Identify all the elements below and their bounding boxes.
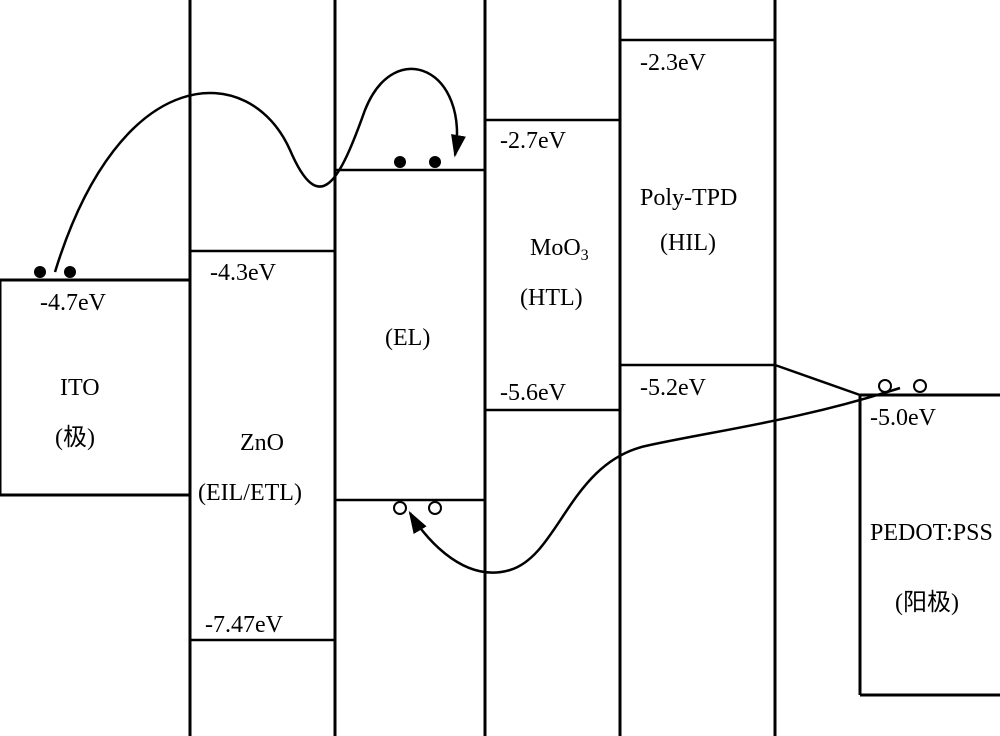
moo3-name: MoO3: [530, 235, 589, 264]
electron-dot: [394, 156, 406, 168]
polytpd-layer: -2.3eV Poly-TPD (HIL) -5.2eV: [620, 40, 775, 401]
electron-dot: [34, 266, 46, 278]
zno-homo-label: -7.47eV: [205, 612, 284, 638]
hole-dot: [879, 380, 891, 392]
ito-role: (极): [55, 424, 95, 451]
el-name: (EL): [385, 325, 430, 351]
anode-energy: -5.0eV: [870, 405, 937, 431]
polytpd-homo-label: -5.2eV: [640, 375, 707, 401]
energy-band-diagram: -4.7eV ITO (极) -4.3eV ZnO (EIL/ETL) -7.4…: [0, 0, 1000, 736]
hole-dot: [914, 380, 926, 392]
anode-step: [775, 365, 860, 395]
moo3-homo-label: -5.6eV: [500, 380, 567, 406]
polytpd-role: (HIL): [660, 230, 716, 256]
el-layer: (EL): [335, 170, 485, 500]
zno-layer: -4.3eV ZnO (EIL/ETL) -7.47eV: [190, 251, 335, 640]
electron-dot: [429, 156, 441, 168]
hole-dot: [429, 502, 441, 514]
zno-name: ZnO: [240, 430, 284, 456]
cathode-ito: -4.7eV ITO (极): [0, 280, 190, 495]
zno-role: (EIL/ETL): [198, 480, 302, 506]
moo3-role: (HTL): [520, 285, 583, 311]
anode-pedot: -5.0eV PEDOT:PSS (阳极): [775, 365, 1000, 695]
polytpd-lumo-label: -2.3eV: [640, 50, 707, 76]
polytpd-name: Poly-TPD: [640, 185, 737, 211]
ito-name: ITO: [60, 375, 100, 401]
zno-lumo-label: -4.3eV: [210, 260, 277, 286]
cathode-energy: -4.7eV: [40, 290, 107, 316]
anode-role: (阳极): [895, 589, 959, 616]
hole-dot: [394, 502, 406, 514]
moo3-layer: -2.7eV MoO3 (HTL) -5.6eV: [485, 120, 620, 410]
moo3-lumo-label: -2.7eV: [500, 128, 567, 154]
electron-dot: [64, 266, 76, 278]
anode-name: PEDOT:PSS: [870, 520, 993, 546]
